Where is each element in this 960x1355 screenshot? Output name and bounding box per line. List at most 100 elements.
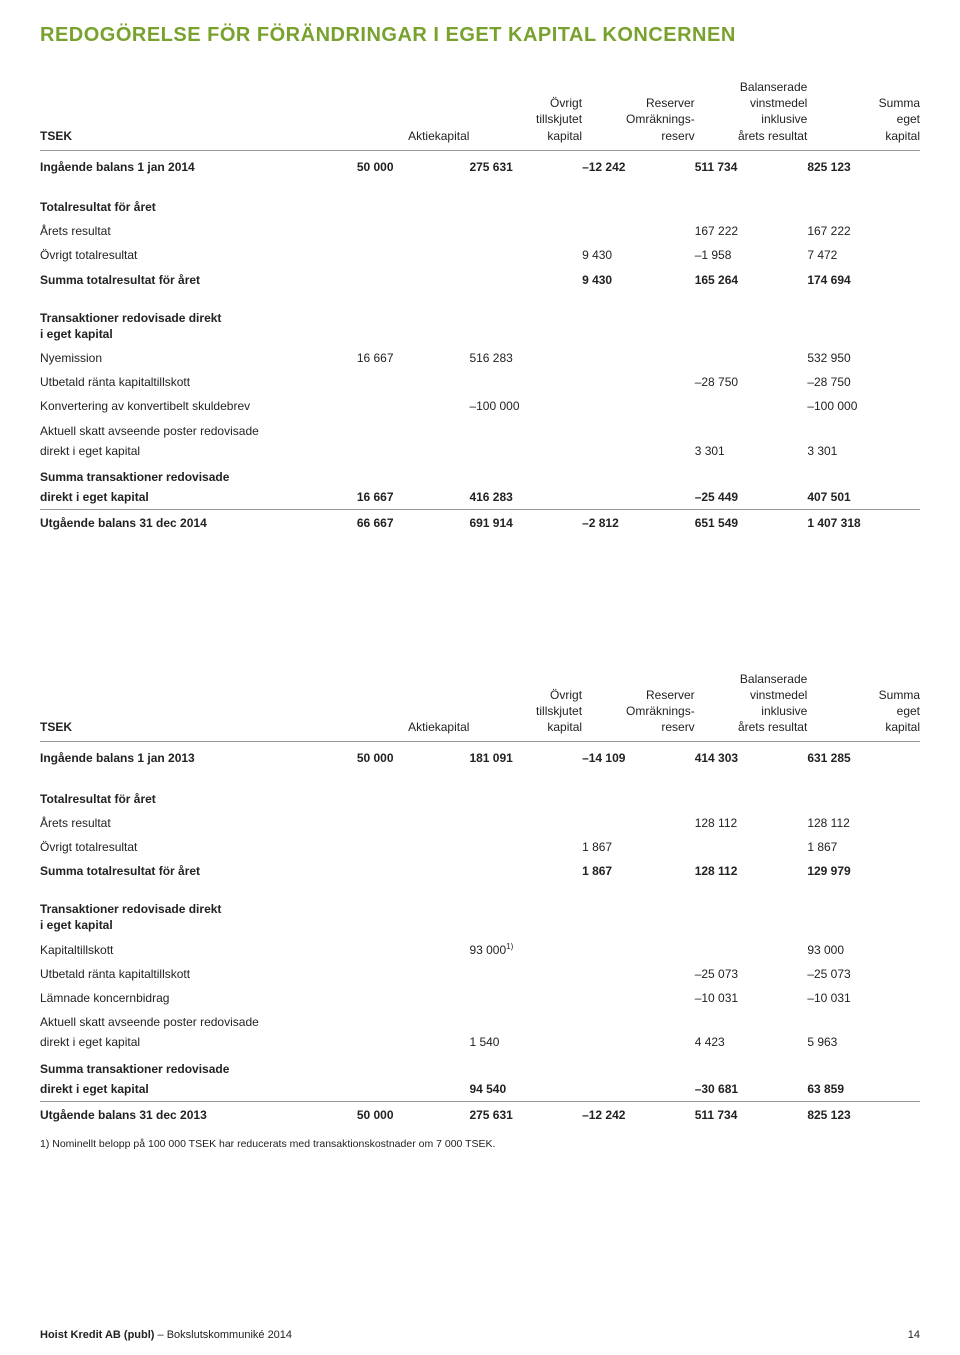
cell: 50 000 bbox=[357, 1101, 470, 1128]
table-row: direkt i eget kapital 94 540 –30 681 63 … bbox=[40, 1077, 920, 1102]
col-aktiekapital: Aktiekapital bbox=[357, 667, 470, 742]
table-row: Aktuell skatt avseende poster redovisade bbox=[40, 1010, 920, 1030]
table-row: Årets resultat 167 222 167 222 bbox=[40, 219, 920, 243]
row-label: Utbetald ränta kapitaltillskott bbox=[40, 962, 357, 986]
cell: 129 979 bbox=[807, 859, 920, 883]
equity-table-2014: TSEK Aktiekapital Övrigt tillskjutet kap… bbox=[40, 75, 920, 537]
cell: –14 109 bbox=[582, 742, 695, 777]
row-label: direkt i eget kapital bbox=[40, 1030, 357, 1054]
footnote-ref: 1) bbox=[506, 942, 513, 951]
table-row: Årets resultat 128 112 128 112 bbox=[40, 811, 920, 835]
table-row: Utgående balans 31 dec 2014 66 667 691 9… bbox=[40, 510, 920, 537]
row-label: Årets resultat bbox=[40, 219, 357, 243]
cell: 1 867 bbox=[582, 835, 695, 859]
table-row: i eget kapital bbox=[40, 917, 920, 937]
table-row: Transaktioner redovisade direkt bbox=[40, 292, 920, 326]
cell: 128 112 bbox=[695, 811, 808, 835]
row-label: Utgående balans 31 dec 2014 bbox=[40, 510, 357, 537]
table-row: direkt i eget kapital 1 540 4 423 5 963 bbox=[40, 1030, 920, 1054]
row-label: direkt i eget kapital bbox=[40, 439, 357, 463]
cell: 651 549 bbox=[695, 510, 808, 537]
section-heading: i eget kapital bbox=[40, 326, 920, 346]
cell: 16 667 bbox=[357, 485, 470, 510]
cell: 3 301 bbox=[695, 439, 808, 463]
cell: 167 222 bbox=[695, 219, 808, 243]
row-label: Lämnade koncernbidrag bbox=[40, 986, 357, 1010]
table-row: Nyemission 16 667 516 283 532 950 bbox=[40, 346, 920, 370]
page-number: 14 bbox=[908, 1329, 920, 1341]
cell: 532 950 bbox=[807, 346, 920, 370]
cell: –10 031 bbox=[695, 986, 808, 1010]
cell: 1 867 bbox=[807, 835, 920, 859]
cell: –12 242 bbox=[582, 150, 695, 185]
cell: –100 000 bbox=[469, 394, 582, 418]
row-label: Ingående balans 1 jan 2013 bbox=[40, 742, 357, 777]
footer-left: Hoist Kredit AB (publ) – Bokslutskommuni… bbox=[40, 1329, 292, 1341]
cell: 7 472 bbox=[807, 243, 920, 267]
cell: 50 000 bbox=[357, 150, 470, 185]
table-row: Utbetald ränta kapitaltillskott –28 750 … bbox=[40, 370, 920, 394]
equity-table-2013: TSEK Aktiekapital Övrigt tillskjutet kap… bbox=[40, 667, 920, 1129]
row-label: direkt i eget kapital bbox=[40, 1077, 357, 1102]
cell: 9 430 bbox=[582, 268, 695, 292]
cell: 275 631 bbox=[469, 150, 582, 185]
cell: 825 123 bbox=[807, 150, 920, 185]
cell: –2 812 bbox=[582, 510, 695, 537]
cell: 94 540 bbox=[469, 1077, 582, 1102]
cell: 511 734 bbox=[695, 1101, 808, 1128]
section-heading: Totalresultat för året bbox=[40, 185, 920, 219]
col-reserver: Reserver Omräknings- reserv bbox=[582, 667, 695, 742]
col-tsek: TSEK bbox=[40, 667, 357, 742]
table-row: Totalresultat för året bbox=[40, 185, 920, 219]
cell: 407 501 bbox=[807, 485, 920, 510]
table-row: Kapitaltillskott 93 0001) 93 000 bbox=[40, 938, 920, 962]
row-label: Aktuell skatt avseende poster redovisade bbox=[40, 1010, 357, 1030]
cell: –28 750 bbox=[695, 370, 808, 394]
row-label: Utgående balans 31 dec 2013 bbox=[40, 1101, 357, 1128]
cell: 181 091 bbox=[469, 742, 582, 777]
section-heading: Transaktioner redovisade direkt bbox=[40, 883, 920, 917]
cell: 691 914 bbox=[469, 510, 582, 537]
cell: 414 303 bbox=[695, 742, 808, 777]
cell: –25 449 bbox=[695, 485, 808, 510]
col-reserver: Reserver Omräknings- reserv bbox=[582, 75, 695, 150]
row-label: direkt i eget kapital bbox=[40, 485, 357, 510]
row-label: Årets resultat bbox=[40, 811, 357, 835]
cell: 66 667 bbox=[357, 510, 470, 537]
table-row: Lämnade koncernbidrag –10 031 –10 031 bbox=[40, 986, 920, 1010]
row-label: Övrigt totalresultat bbox=[40, 835, 357, 859]
cell: –12 242 bbox=[582, 1101, 695, 1128]
cell: –28 750 bbox=[807, 370, 920, 394]
col-ovrigt: Övrigt tillskjutet kapital bbox=[469, 667, 582, 742]
table-row: Konvertering av konvertibelt skuldebrev … bbox=[40, 394, 920, 418]
section-heading: i eget kapital bbox=[40, 917, 920, 937]
cell: 63 859 bbox=[807, 1077, 920, 1102]
cell: 167 222 bbox=[807, 219, 920, 243]
cell: –25 073 bbox=[695, 962, 808, 986]
table-header: TSEK Aktiekapital Övrigt tillskjutet kap… bbox=[40, 75, 920, 150]
col-aktiekapital: Aktiekapital bbox=[357, 75, 470, 150]
cell: 93 000 bbox=[807, 938, 920, 962]
cell: –10 031 bbox=[807, 986, 920, 1010]
row-label: Utbetald ränta kapitaltillskott bbox=[40, 370, 357, 394]
footnote: 1) Nominellt belopp på 100 000 TSEK har … bbox=[40, 1138, 920, 1150]
cell: 511 734 bbox=[695, 150, 808, 185]
row-label: Nyemission bbox=[40, 346, 357, 370]
col-balanserade: Balanserade vinstmedel inklusive årets r… bbox=[695, 667, 808, 742]
cell: –1 958 bbox=[695, 243, 808, 267]
table-row: direkt i eget kapital 16 667 416 283 –25… bbox=[40, 485, 920, 510]
row-label: Aktuell skatt avseende poster redovisade bbox=[40, 419, 357, 439]
row-label: Summa totalresultat för året bbox=[40, 859, 357, 883]
cell: 4 423 bbox=[695, 1030, 808, 1054]
cell: 275 631 bbox=[469, 1101, 582, 1128]
cell: –30 681 bbox=[695, 1077, 808, 1102]
table-row: Övrigt totalresultat 9 430 –1 958 7 472 bbox=[40, 243, 920, 267]
cell: 128 112 bbox=[807, 811, 920, 835]
col-summa: Summa eget kapital bbox=[807, 667, 920, 742]
cell: 3 301 bbox=[807, 439, 920, 463]
col-summa: Summa eget kapital bbox=[807, 75, 920, 150]
col-balanserade: Balanserade vinstmedel inklusive årets r… bbox=[695, 75, 808, 150]
table-row: Summa totalresultat för året 1 867 128 1… bbox=[40, 859, 920, 883]
table-row: Ingående balans 1 jan 2014 50 000 275 63… bbox=[40, 150, 920, 185]
col-tsek: TSEK bbox=[40, 75, 357, 150]
